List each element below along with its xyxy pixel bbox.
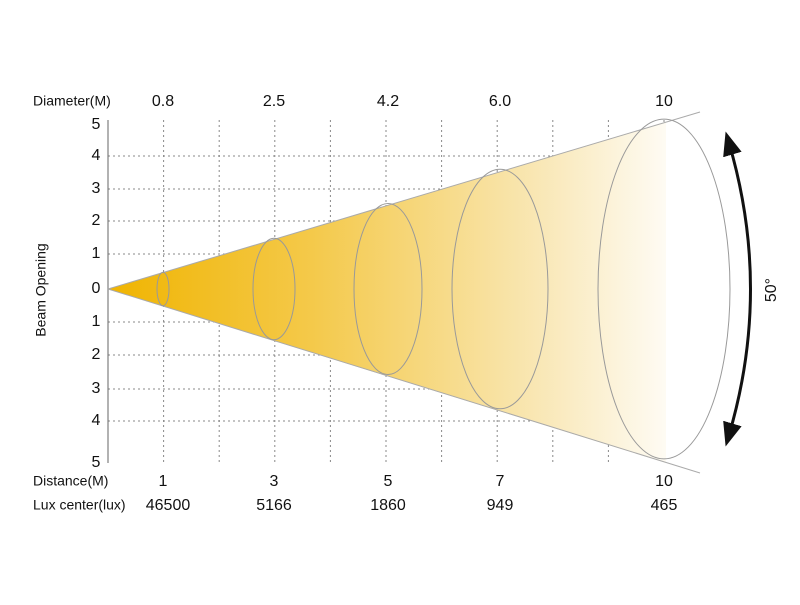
beam-tick: 1	[92, 313, 101, 330]
distance-value: 1	[159, 473, 168, 490]
distance-value: 10	[655, 473, 673, 490]
beam-ellipse	[156, 271, 170, 307]
diameter-value: 10	[655, 93, 673, 110]
beam-tick: 5	[92, 116, 101, 133]
diameter-value: 2.5	[263, 93, 285, 110]
angle-label: 50°	[763, 278, 780, 302]
lux-value: 949	[487, 497, 514, 514]
beam-tick: 4	[92, 147, 101, 164]
lux-value: 46500	[146, 497, 191, 514]
distance-value: 7	[496, 473, 505, 490]
beam-tick: 2	[92, 212, 101, 229]
distance-label: Distance(M)	[33, 473, 108, 489]
diameter-value: 4.2	[377, 93, 399, 110]
beam-tick: 3	[92, 380, 101, 397]
beam-ellipse	[451, 168, 549, 410]
lux-value: 1860	[370, 497, 406, 514]
beam-edge	[107, 288, 701, 474]
beam-tick: 0	[92, 280, 101, 297]
lux-label: Lux center(lux)	[33, 497, 126, 513]
beam-cone	[108, 122, 666, 463]
beam-edge	[107, 111, 701, 290]
distance-value: 5	[384, 473, 393, 490]
diameter-value: 0.8	[152, 93, 174, 110]
beam-tick: 1	[92, 245, 101, 262]
diameter-label: Diameter(M)	[33, 93, 111, 109]
beam-opening-label: Beam Opening	[33, 243, 49, 336]
beam-tick: 3	[92, 180, 101, 197]
beam-tick: 2	[92, 346, 101, 363]
angle-arrow	[723, 131, 752, 447]
lux-value: 5166	[256, 497, 292, 514]
beam-ellipse	[252, 237, 296, 341]
beam-ellipse	[353, 202, 423, 376]
beam-tick: 5	[92, 454, 101, 471]
beam-tick: 4	[92, 412, 101, 429]
diameter-value: 6.0	[489, 93, 511, 110]
distance-value: 3	[270, 473, 279, 490]
lux-value: 465	[651, 497, 678, 514]
